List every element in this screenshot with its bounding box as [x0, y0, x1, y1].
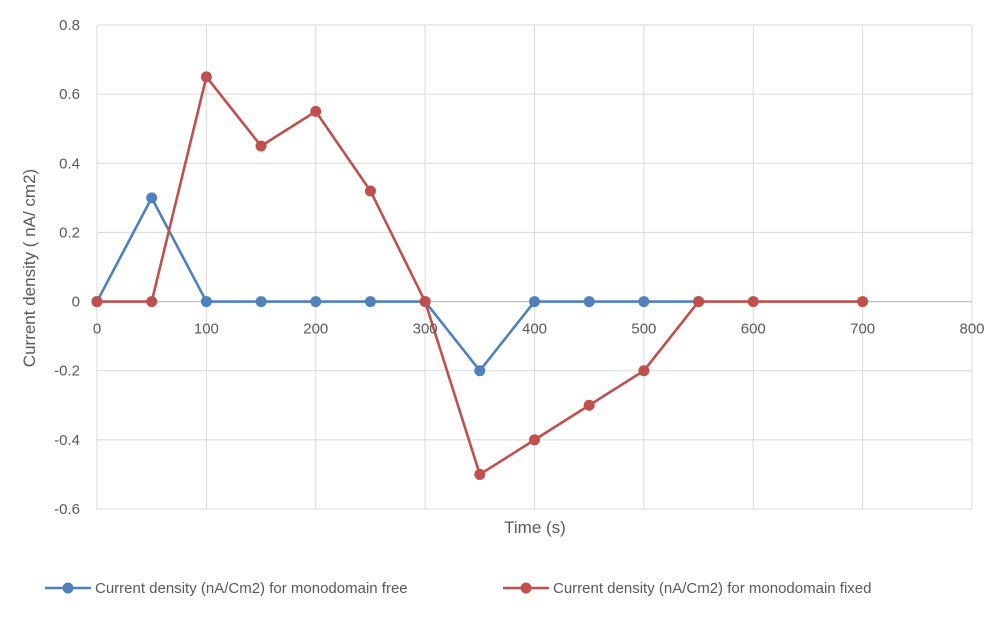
y-tick-label: 0.8 [59, 17, 80, 34]
data-point [146, 296, 158, 308]
data-point [255, 296, 267, 308]
series-1 [91, 192, 705, 377]
data-point [255, 140, 267, 152]
x-axis-title: Time (s) [504, 518, 566, 537]
legend-item-1: Current density (nA/Cm2) for monodomain … [45, 580, 408, 597]
data-point [638, 296, 650, 308]
y-tick-label: 0.6 [59, 86, 80, 103]
x-tick-label: 300 [413, 321, 438, 338]
data-point [91, 296, 103, 308]
data-point [583, 296, 595, 308]
y-tick-label: -0.2 [54, 363, 80, 380]
y-tick-label: -0.4 [54, 432, 80, 449]
x-tick-label: 500 [631, 321, 656, 338]
data-point [693, 296, 705, 308]
x-tick-label: 0 [93, 321, 101, 338]
data-point [529, 434, 540, 446]
x-tick-label: 700 [850, 321, 875, 338]
data-point [200, 296, 212, 308]
y-axis-title: Current density ( nA/ cm2) [20, 169, 39, 367]
tick-labels: 0 100 200 300 400 500 600 700 800 -0.6 -0.4 -0.2 0 0.… [54, 17, 984, 518]
data-point [583, 399, 595, 411]
series-layer [91, 71, 869, 480]
data-point [529, 296, 540, 308]
legend-label: Current density (nA/Cm2) for monodomain … [95, 580, 408, 597]
x-tick-label: 100 [194, 321, 219, 338]
data-point [364, 296, 376, 308]
data-point [474, 365, 486, 377]
x-tick-label: 800 [959, 321, 984, 338]
series-line [97, 75, 863, 476]
data-point [310, 105, 322, 117]
legend-swatch-marker [520, 582, 532, 594]
x-tick-label: 400 [522, 321, 547, 338]
data-point [474, 468, 486, 480]
data-point [857, 296, 869, 308]
legend-item-2: Current density (nA/Cm2) for monodomain … [503, 580, 871, 597]
y-tick-label: 0.2 [59, 224, 80, 241]
series-line [95, 196, 699, 373]
series-2 [91, 71, 869, 480]
data-point [146, 192, 158, 204]
legend-label: Current density (nA/Cm2) for monodomain … [553, 580, 871, 597]
y-tick-label: 0 [72, 294, 80, 311]
x-tick-label: 200 [303, 321, 328, 338]
legend-swatch-marker [62, 582, 74, 594]
y-tick-label: -0.6 [54, 501, 80, 518]
data-point [747, 296, 759, 308]
legend: Current density (nA/Cm2) for monodomain … [45, 580, 871, 597]
y-tick-label: 0.4 [59, 155, 80, 172]
x-tick-label: 600 [741, 321, 766, 338]
data-point [419, 296, 431, 308]
data-point [200, 71, 212, 83]
data-point [310, 296, 322, 308]
data-point [364, 185, 376, 197]
data-point [638, 365, 650, 377]
